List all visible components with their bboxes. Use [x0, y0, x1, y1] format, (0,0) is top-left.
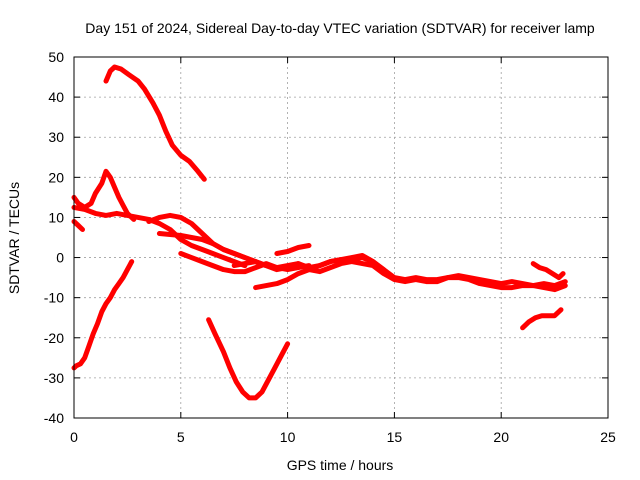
y-tick-label: 40 [48, 89, 64, 105]
series-arc-7 [231, 259, 568, 293]
y-tick-label: 30 [48, 129, 64, 145]
y-tick-label: -20 [44, 330, 64, 346]
x-tick-label: 10 [280, 429, 296, 445]
plot-frame [73, 56, 609, 419]
series-arc-1 [103, 64, 207, 182]
x-tick-label: 15 [387, 429, 403, 445]
grid-lines [74, 57, 608, 418]
series-arc-9 [274, 243, 312, 256]
series-arc-8 [253, 253, 387, 291]
y-tick-label: 20 [48, 169, 64, 185]
series-arc-14 [530, 261, 566, 281]
series-arc-2 [71, 168, 137, 222]
series-arc-5 [156, 231, 259, 265]
x-tick-label: 5 [177, 429, 185, 445]
series-arc-10 [71, 259, 135, 371]
y-tick-label: 0 [56, 250, 64, 266]
y-axis-label: SDTVAR / TECUs [6, 182, 22, 294]
y-tick-label: -30 [44, 370, 64, 386]
series-arc-13 [71, 219, 85, 232]
y-tick-label: -10 [44, 290, 64, 306]
series-arc-12 [520, 307, 564, 331]
x-tick-label: 0 [70, 429, 78, 445]
series-arc-3 [71, 204, 248, 269]
x-tick-label: 20 [493, 429, 509, 445]
axis-ticks: 0 5 10 15 20 25 -40 -30 -20 -10 0 10 20 30 40 50 [44, 49, 616, 445]
series-arc-6 [178, 251, 568, 289]
y-tick-label: -40 [44, 410, 64, 426]
series-arc-11 [206, 317, 291, 401]
series-group [71, 64, 568, 401]
y-tick-label: 50 [48, 49, 64, 65]
x-tick-label: 25 [600, 429, 616, 445]
chart-title: Day 151 of 2024, Sidereal Day-to-day VTE… [85, 20, 595, 36]
x-axis-label: GPS time / hours [287, 457, 394, 473]
y-tick-label: 10 [48, 209, 64, 225]
